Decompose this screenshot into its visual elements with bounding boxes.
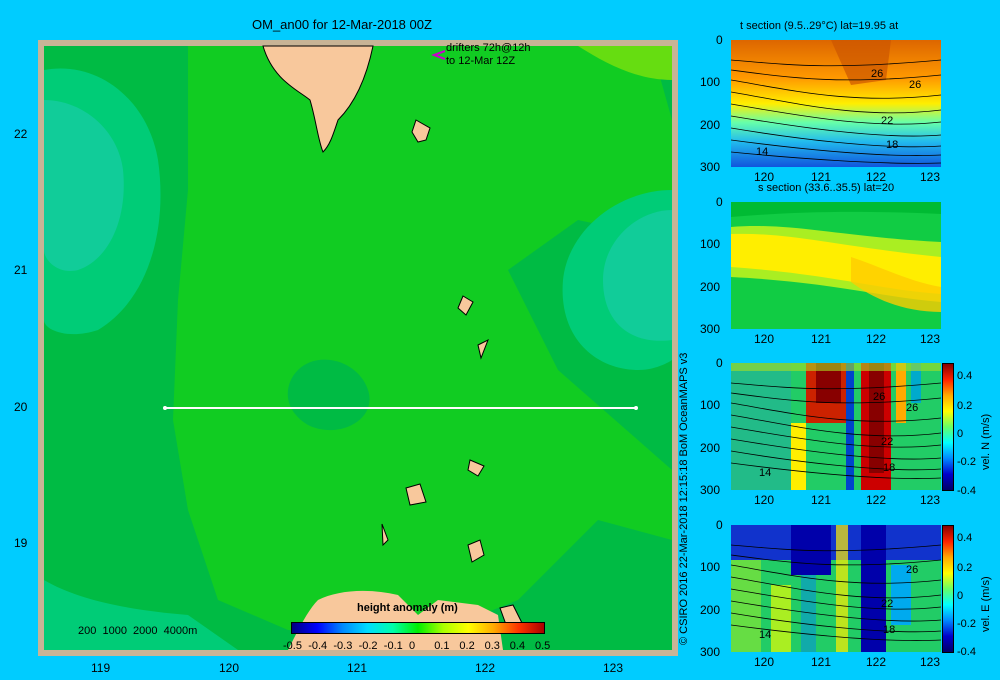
- map-x-tick: 122: [475, 661, 496, 675]
- map-x-tick: 123: [603, 661, 624, 675]
- vel-n-tick: 0.2: [957, 400, 973, 412]
- credit-text: © CSIRO 2016 22-Mar-2018 12:15:18 BoM Oc…: [678, 352, 690, 645]
- map-x-tick: 119: [91, 661, 111, 675]
- panel-y-tick: 100: [700, 398, 721, 413]
- panel-x-tick: 123: [920, 493, 941, 507]
- colorbar-label: 0.4: [509, 640, 526, 652]
- height-anomaly-colorbar: [291, 622, 545, 634]
- panel-y-tick: 0: [716, 356, 723, 370]
- map-y-tick: 20: [14, 400, 28, 414]
- vel-e-tick: 0: [957, 590, 964, 602]
- panel1-plot: 26 26 22 18 14: [731, 40, 941, 167]
- panel4-contour-label: 14: [759, 629, 771, 641]
- panel2-title: s section (33.6..35.5) lat=20: [758, 182, 895, 194]
- panel-y-tick: 300: [700, 160, 721, 174]
- panel-x-tick: 122: [866, 332, 887, 346]
- panel-x-tick: 120: [754, 493, 775, 507]
- panel-y-tick: 300: [700, 645, 721, 659]
- map-y-tick: 22: [14, 127, 28, 141]
- map-x-tick: 120: [219, 661, 240, 675]
- panel-y-tick: 300: [700, 322, 721, 336]
- vel-n-label: vel. N (m/s): [980, 413, 992, 470]
- panel-x-tick: 120: [754, 655, 775, 669]
- vel-e-tick: 0.2: [957, 562, 973, 574]
- panel-y-tick: 0: [716, 518, 723, 532]
- vel-n-tick: -0.2: [957, 456, 976, 468]
- panel4-contour-label: 18: [883, 624, 895, 636]
- map-y-tick: 21: [14, 263, 28, 277]
- vel-n-tick: -0.4: [957, 485, 976, 497]
- map-y-tick: 19: [14, 536, 28, 550]
- panel-x-tick: 122: [866, 493, 887, 507]
- map-plot: [38, 40, 678, 656]
- panel2-plot: [731, 202, 941, 329]
- vel-n-colorbar: [942, 363, 954, 491]
- drifter-arrow-icon: [431, 50, 446, 60]
- panel-y-tick: 100: [700, 75, 721, 90]
- panel-x-tick: 121: [811, 170, 832, 184]
- panel4-contour-label: 22: [881, 598, 893, 610]
- colorbar-label: -0.3: [333, 640, 353, 652]
- vel-e-tick: -0.2: [957, 618, 976, 630]
- colorbar-label: -0.4: [308, 640, 328, 652]
- colorbar-label: -0.2: [358, 640, 378, 652]
- panel-y-tick: 300: [700, 483, 721, 497]
- panel-y-tick: 200: [700, 602, 721, 617]
- panel-x-tick: 123: [920, 332, 941, 346]
- drifter-note-2: to 12-Mar 12Z: [446, 55, 516, 67]
- colorbar-label: 0.3: [484, 640, 500, 652]
- panel3-contour-label: 14: [759, 467, 771, 479]
- vel-e-tick: -0.4: [957, 646, 976, 658]
- panel-x-tick: 122: [866, 655, 887, 669]
- panel-y-tick: 200: [700, 440, 721, 455]
- panel3-contour-label: 26: [873, 391, 885, 403]
- panel1-contour-label: 18: [886, 139, 898, 151]
- panel4-contour-label: 26: [906, 564, 918, 576]
- panel-x-tick: 123: [920, 170, 941, 184]
- panel1-title: t section (9.5..29°C) lat=19.95 at: [740, 20, 899, 32]
- colorbar-label: -0.1: [383, 640, 403, 652]
- panel1-contour-label: 22: [881, 115, 893, 127]
- vel-e-label: vel. E (m/s): [980, 576, 992, 632]
- panel-x-tick: 121: [811, 332, 832, 346]
- panel-y-tick: 200: [700, 279, 721, 294]
- colorbar-title: height anomaly (m): [357, 602, 458, 614]
- panel-x-tick: 123: [920, 655, 941, 669]
- panel-x-tick: 120: [754, 332, 775, 346]
- panel-y-tick: 0: [716, 33, 723, 47]
- depth-legend: 200 1000 2000 4000m: [78, 625, 198, 637]
- vel-e-tick: 0.4: [957, 532, 973, 544]
- panel-y-tick: 0: [716, 195, 723, 209]
- vel-n-tick: 0.4: [957, 370, 973, 382]
- vel-n-tick: 0: [957, 428, 964, 440]
- drifter-note-1: drifters 72h@12h: [446, 42, 531, 54]
- panel-x-tick: 120: [754, 170, 775, 184]
- colorbar-label: -0.5: [283, 640, 302, 652]
- panel3-contour-label: 26: [906, 402, 918, 414]
- panel-y-tick: 100: [700, 560, 721, 575]
- colorbar-label: 0: [409, 640, 416, 652]
- vel-e-colorbar: [942, 525, 954, 653]
- map-title: OM_an00 for 12-Mar-2018 00Z: [252, 17, 432, 32]
- panel4-plot: 26 22 18 14: [731, 525, 941, 652]
- colorbar-label: 0.2: [459, 640, 475, 652]
- map-x-tick: 121: [347, 661, 368, 675]
- panel-x-tick: 121: [811, 655, 832, 669]
- panel1-contour-label: 26: [871, 68, 883, 80]
- panel-y-tick: 200: [700, 117, 721, 132]
- panel1-contour-label: 26: [909, 79, 921, 91]
- colorbar-label: 0.1: [434, 640, 450, 652]
- panel-x-tick: 122: [866, 170, 887, 184]
- panel3-contour-label: 18: [883, 462, 895, 474]
- panel1-contour-label: 14: [756, 146, 768, 158]
- panel3-plot: 26 26 22 18 14: [731, 363, 941, 490]
- panel-y-tick: 100: [700, 237, 721, 252]
- panel3-contour-label: 22: [881, 436, 893, 448]
- colorbar-label: 0.5: [535, 640, 551, 652]
- panel-x-tick: 121: [811, 493, 832, 507]
